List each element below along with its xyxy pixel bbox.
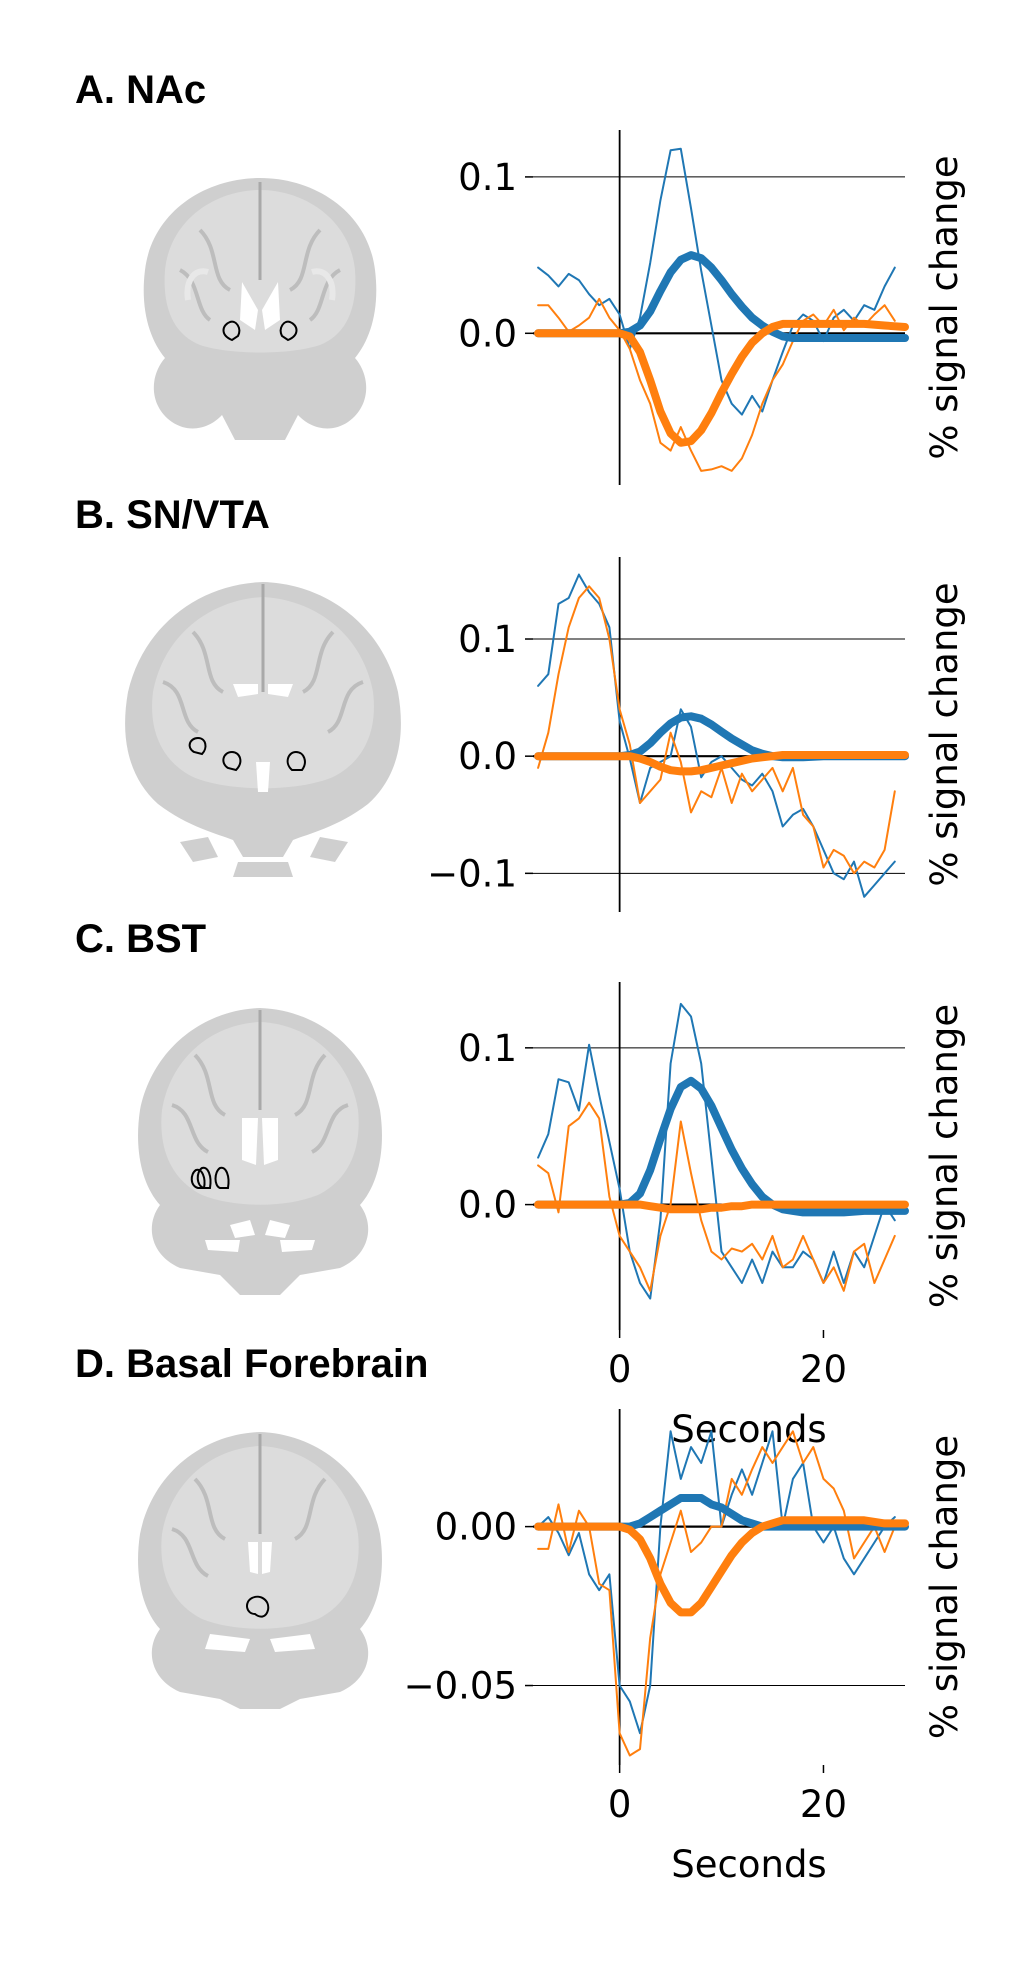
y-axis-title: % signal change <box>923 155 966 459</box>
x-tick-label: 0 <box>608 1348 632 1391</box>
y-tick-label: 0.1 <box>458 1027 517 1070</box>
model-line-orange <box>534 1200 909 1214</box>
y-tick-label: 0.0 <box>458 1184 517 1227</box>
panel-title-c: C. BST <box>75 917 207 961</box>
brain-slice-nac <box>143 178 377 440</box>
x-tick-label: 20 <box>800 1348 847 1391</box>
panel-4: −0.05 0.00 0 20 Seconds % signal change <box>404 1409 966 1886</box>
y-axis-title: % signal change <box>923 1435 966 1739</box>
raw-line-orange <box>537 585 896 875</box>
panel-title-b: B. SN/VTA <box>75 493 270 537</box>
raw-line-blue <box>537 147 896 416</box>
model-line-orange <box>534 1516 909 1617</box>
raw-line-blue <box>537 1430 896 1735</box>
y-tick-label: 0.0 <box>458 735 517 778</box>
raw-line-orange <box>537 1101 896 1292</box>
y-tick-label: 0.00 <box>435 1506 517 1549</box>
brain-slice-basal-forebrain <box>138 1432 382 1709</box>
x-axis-title: Seconds <box>671 1843 826 1886</box>
model-line-orange <box>534 319 909 447</box>
panel-1: 0.0 0.1 % signal change <box>458 130 966 485</box>
panel-2: −0.1 0.0 0.1 % signal change <box>427 557 966 912</box>
y-tick-label: 0.1 <box>458 156 517 199</box>
raw-line-blue <box>537 573 896 898</box>
x-tick-label: 20 <box>800 1783 847 1826</box>
model-line-orange <box>534 751 909 776</box>
y-tick-label: 0.1 <box>458 618 517 661</box>
y-tick-label: −0.05 <box>404 1665 517 1708</box>
y-axis-title: % signal change <box>923 582 966 886</box>
raw-line-orange <box>537 1430 896 1757</box>
brain-slice-bst <box>138 1008 382 1295</box>
brain-slice-snvta <box>125 582 401 877</box>
y-tick-label: 0.0 <box>458 312 517 355</box>
y-tick-label: −0.1 <box>427 852 517 895</box>
panel-title-d: D. Basal Forebrain <box>75 1342 429 1386</box>
raw-line-orange <box>537 297 896 472</box>
panel-3: 0.0 0.1 0 20 Seconds % signal change <box>458 982 966 1451</box>
x-tick-label: 0 <box>608 1783 632 1826</box>
x-axis-title: Seconds <box>671 1408 826 1451</box>
y-axis-title: % signal change <box>923 1004 966 1308</box>
panel-title-a: A. NAc <box>75 68 207 112</box>
model-line-blue <box>534 1076 909 1217</box>
